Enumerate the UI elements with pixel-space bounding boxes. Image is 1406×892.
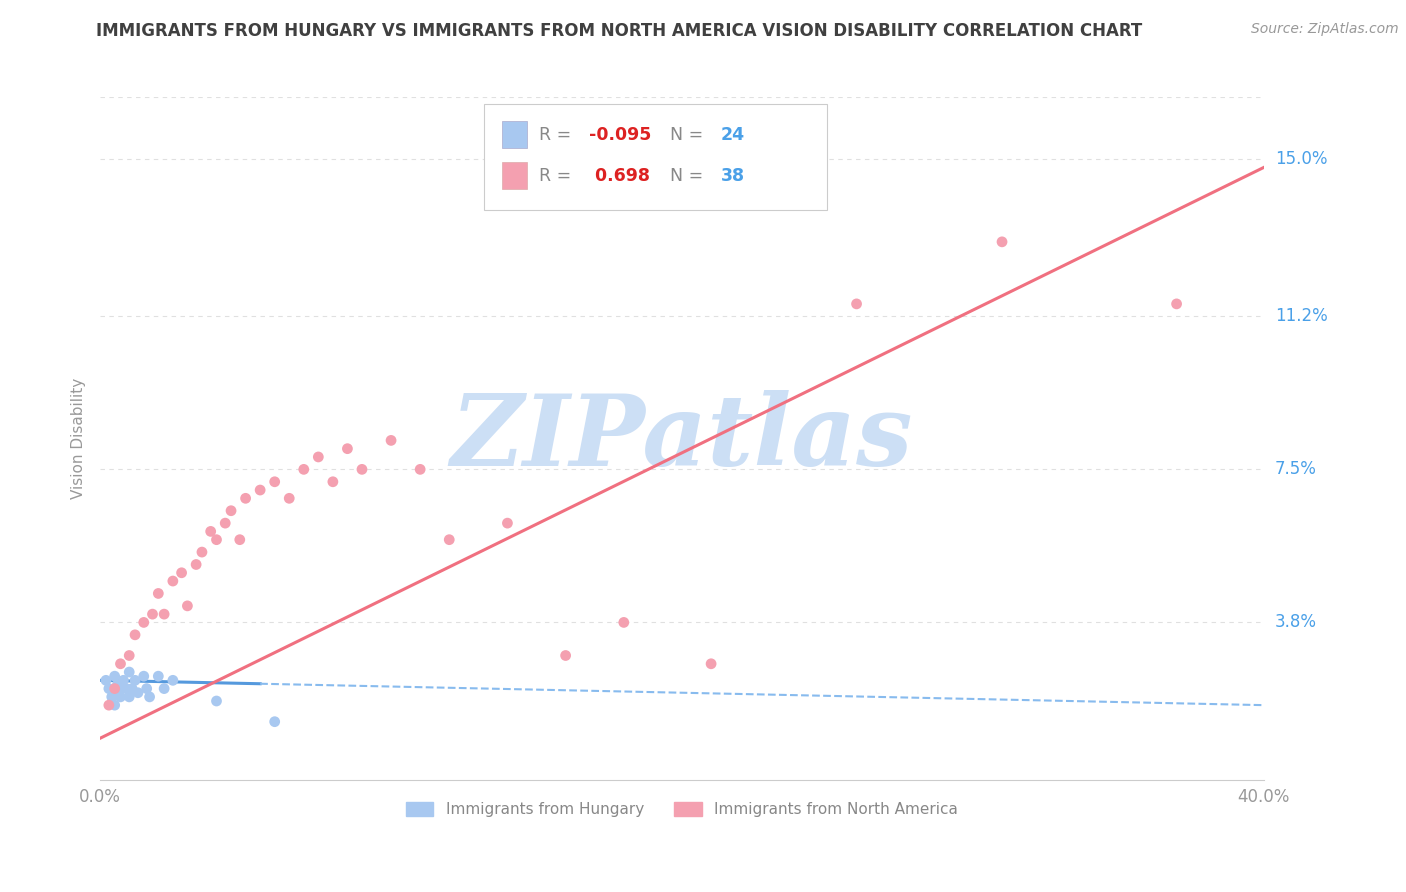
Point xyxy=(219,504,242,518)
Point xyxy=(127,686,149,700)
Point xyxy=(110,690,132,704)
Y-axis label: Vision Disability: Vision Disability xyxy=(72,377,86,499)
Point xyxy=(700,657,723,671)
Point xyxy=(132,669,155,683)
Text: 11.2%: 11.2% xyxy=(1275,308,1327,326)
Text: 3.8%: 3.8% xyxy=(1275,614,1317,632)
Point xyxy=(153,681,176,696)
Text: R =: R = xyxy=(538,167,576,185)
Point xyxy=(205,694,228,708)
Point xyxy=(554,648,576,663)
Text: 38: 38 xyxy=(720,167,745,185)
Point xyxy=(115,681,138,696)
Point xyxy=(214,516,236,530)
FancyBboxPatch shape xyxy=(484,103,828,210)
Point xyxy=(118,648,141,663)
Point xyxy=(845,297,868,311)
Point xyxy=(613,615,636,630)
Point xyxy=(148,669,170,683)
Point xyxy=(229,533,252,547)
Point xyxy=(135,681,157,696)
Point xyxy=(110,681,132,696)
Text: 15.0%: 15.0% xyxy=(1275,150,1327,168)
Text: 0.698: 0.698 xyxy=(589,167,650,185)
Text: -0.095: -0.095 xyxy=(589,126,651,144)
Point xyxy=(104,681,127,696)
Point xyxy=(110,657,132,671)
Point xyxy=(100,690,122,704)
Point xyxy=(162,574,184,588)
Point xyxy=(307,450,329,464)
Point xyxy=(148,586,170,600)
Point xyxy=(138,690,160,704)
Point xyxy=(1166,297,1188,311)
Text: 7.5%: 7.5% xyxy=(1275,460,1317,478)
Point xyxy=(97,681,120,696)
FancyBboxPatch shape xyxy=(502,162,527,189)
Point xyxy=(235,491,257,506)
Point xyxy=(439,533,461,547)
Point xyxy=(118,665,141,679)
Text: N =: N = xyxy=(671,126,709,144)
Point xyxy=(278,491,301,506)
Point xyxy=(496,516,519,530)
Text: IMMIGRANTS FROM HUNGARY VS IMMIGRANTS FROM NORTH AMERICA VISION DISABILITY CORRE: IMMIGRANTS FROM HUNGARY VS IMMIGRANTS FR… xyxy=(96,22,1142,40)
Point xyxy=(191,545,214,559)
Point xyxy=(350,462,373,476)
Point xyxy=(380,434,402,448)
Point xyxy=(292,462,315,476)
Point xyxy=(107,686,129,700)
Text: ZIPatlas: ZIPatlas xyxy=(451,390,912,486)
Point xyxy=(409,462,432,476)
Point xyxy=(121,681,143,696)
Point xyxy=(124,628,146,642)
Text: R =: R = xyxy=(538,126,576,144)
Point xyxy=(170,566,193,580)
Point xyxy=(263,475,285,489)
Point xyxy=(97,698,120,713)
Point xyxy=(200,524,222,539)
Legend: Immigrants from Hungary, Immigrants from North America: Immigrants from Hungary, Immigrants from… xyxy=(399,796,965,823)
Point xyxy=(107,677,129,691)
Text: 24: 24 xyxy=(720,126,745,144)
Text: N =: N = xyxy=(671,167,709,185)
Point xyxy=(124,673,146,688)
Point xyxy=(336,442,359,456)
Point xyxy=(104,698,127,713)
Point xyxy=(118,690,141,704)
Point xyxy=(132,615,155,630)
Point xyxy=(991,235,1014,249)
Point xyxy=(162,673,184,688)
Point xyxy=(263,714,285,729)
Point xyxy=(153,607,176,621)
FancyBboxPatch shape xyxy=(502,121,527,148)
Point xyxy=(186,558,208,572)
Point xyxy=(141,607,163,621)
Point xyxy=(205,533,228,547)
Point xyxy=(322,475,344,489)
Point xyxy=(112,673,135,688)
Text: Source: ZipAtlas.com: Source: ZipAtlas.com xyxy=(1251,22,1399,37)
Point xyxy=(94,673,117,688)
Point xyxy=(176,599,198,613)
Point xyxy=(104,669,127,683)
Point xyxy=(249,483,271,497)
